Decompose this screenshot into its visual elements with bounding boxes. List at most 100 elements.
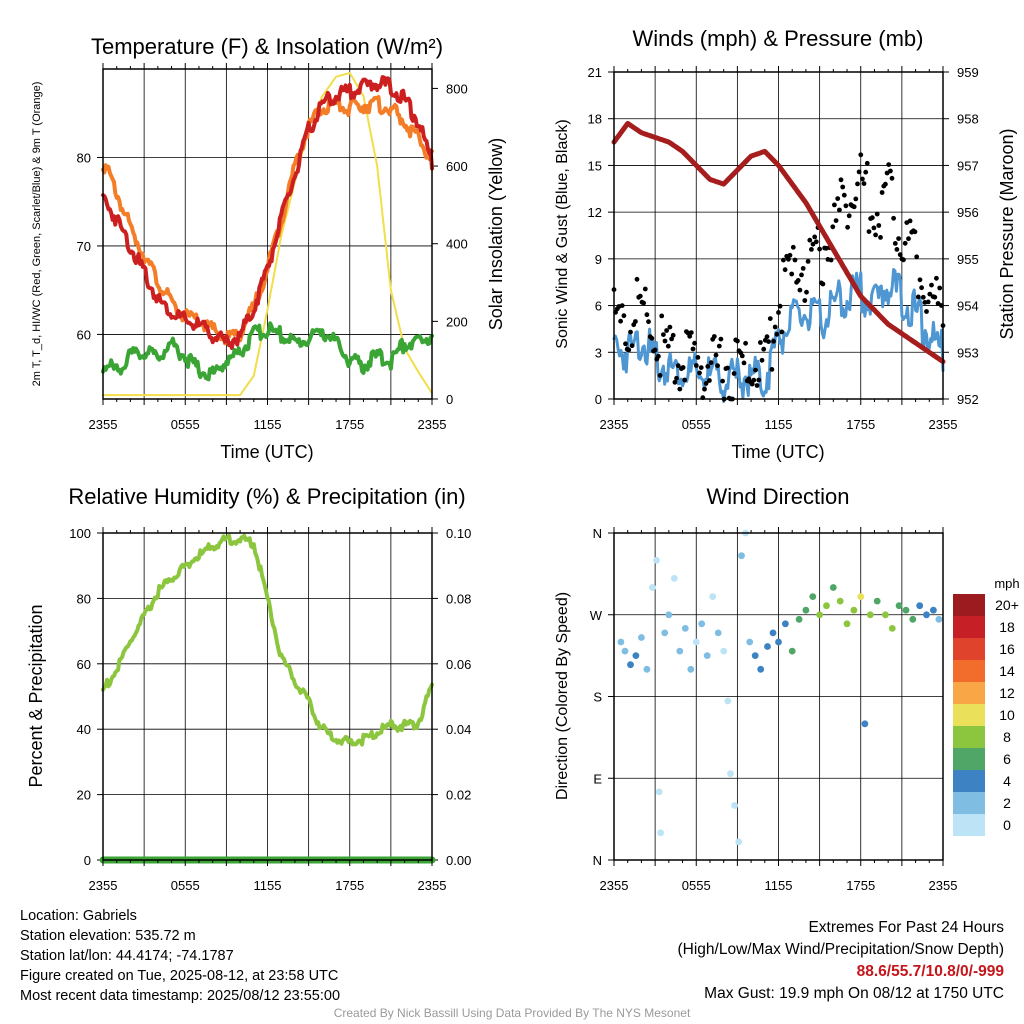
gust-point bbox=[800, 266, 806, 271]
direction-point bbox=[627, 661, 634, 669]
y-tick-label: 60 bbox=[77, 657, 91, 672]
direction-point bbox=[657, 829, 664, 837]
gust-point bbox=[670, 332, 676, 338]
gust-point bbox=[789, 271, 795, 277]
gust-point bbox=[661, 332, 666, 337]
recent-data-timestamp: Most recent data timestamp: 2025/08/12 2… bbox=[20, 988, 341, 1004]
direction-point bbox=[687, 665, 695, 673]
y-tick-label: 0 bbox=[84, 853, 91, 868]
series-line-relative_humidity bbox=[101, 533, 434, 747]
gust-point bbox=[774, 331, 780, 337]
station-latlon: Station lat/lon: 44.4174; -74.1787 bbox=[20, 948, 234, 964]
direction-point bbox=[661, 629, 669, 637]
gust-point bbox=[764, 334, 770, 340]
gust-point bbox=[869, 215, 875, 221]
y2-tick-label: 952 bbox=[957, 392, 979, 407]
gust-point bbox=[902, 240, 908, 246]
y2-tick-label: 958 bbox=[957, 112, 979, 127]
gust-point bbox=[749, 381, 755, 387]
y2-tick-label: 0.04 bbox=[446, 722, 471, 737]
y-tick-label: 80 bbox=[77, 591, 91, 606]
gust-point bbox=[781, 257, 786, 263]
gust-point bbox=[753, 367, 758, 373]
gust-point bbox=[688, 330, 694, 335]
gust-point bbox=[754, 383, 760, 388]
direction-point bbox=[916, 602, 924, 610]
gust-point bbox=[702, 386, 707, 392]
gust-point bbox=[674, 375, 679, 381]
series-line-dewpoint_2m bbox=[101, 321, 434, 382]
x-tick-label: 1755 bbox=[846, 878, 875, 893]
gust-point bbox=[626, 347, 632, 353]
y-tick-label: 21 bbox=[588, 65, 602, 80]
gust-point bbox=[835, 196, 841, 202]
direction-point bbox=[809, 593, 817, 600]
extremes-subheading: (High/Low/Max Wind/Precipitation/Snow De… bbox=[677, 941, 1005, 958]
gust-point bbox=[758, 340, 763, 345]
y2-tick-label: 0.06 bbox=[446, 657, 471, 672]
colorbar-label: 16 bbox=[999, 641, 1015, 657]
gust-point bbox=[782, 267, 788, 273]
gust-point bbox=[853, 196, 859, 202]
gust-point bbox=[756, 377, 762, 383]
y2-tick-label: 953 bbox=[957, 345, 979, 360]
gust-point bbox=[843, 203, 849, 209]
direction-point bbox=[617, 638, 625, 646]
panel4-ylabel: Direction (Colored By Speed) bbox=[554, 592, 571, 800]
gust-point bbox=[864, 160, 870, 166]
y-tick-label: N bbox=[593, 853, 602, 868]
gust-point bbox=[812, 234, 818, 240]
colorbar-label: 10 bbox=[999, 707, 1015, 723]
gust-point bbox=[656, 353, 661, 359]
gust-point bbox=[771, 338, 776, 344]
series-line-temp_2m bbox=[101, 75, 434, 350]
gust-point bbox=[672, 379, 678, 385]
gust-point bbox=[690, 346, 696, 352]
colorbar-swatch bbox=[953, 638, 985, 660]
gust-point bbox=[860, 176, 865, 182]
gust-point bbox=[927, 291, 933, 297]
direction-point bbox=[681, 625, 689, 632]
gust-point bbox=[838, 177, 844, 183]
colorbar-swatch bbox=[953, 814, 985, 836]
gust-point bbox=[888, 168, 893, 174]
y2-tick-label: 957 bbox=[957, 158, 979, 173]
colorbar-label: 8 bbox=[1003, 729, 1011, 745]
colorbar-swatch bbox=[953, 616, 985, 638]
direction-point bbox=[727, 770, 734, 778]
direction-point bbox=[764, 643, 771, 650]
y2-tick-label: 959 bbox=[957, 65, 979, 80]
gust-point bbox=[779, 329, 785, 335]
direction-point bbox=[670, 575, 678, 582]
gust-point bbox=[804, 289, 809, 295]
gust-point bbox=[662, 338, 668, 344]
gust-point bbox=[866, 229, 872, 235]
gust-point bbox=[680, 365, 686, 370]
y2-tick-label: 600 bbox=[446, 159, 468, 174]
direction-point bbox=[698, 620, 706, 628]
x-tick-label: 1755 bbox=[846, 417, 875, 432]
y-tick-label: 80 bbox=[77, 150, 91, 165]
y-tick-label: 9 bbox=[595, 252, 602, 267]
gust-point bbox=[807, 237, 813, 243]
gust-point bbox=[707, 378, 712, 383]
gust-point bbox=[682, 377, 688, 383]
gust-point bbox=[856, 169, 862, 175]
x-tick-label: 0555 bbox=[171, 878, 200, 893]
gust-point bbox=[652, 347, 658, 353]
y-tick-label: 6 bbox=[595, 299, 602, 314]
y-tick-label: 0 bbox=[595, 392, 602, 407]
direction-point bbox=[714, 629, 722, 637]
gust-point bbox=[855, 181, 860, 187]
gust-point bbox=[644, 312, 650, 318]
direction-point bbox=[843, 620, 851, 628]
gust-point bbox=[698, 365, 704, 370]
gust-point bbox=[883, 181, 888, 187]
gust-point bbox=[772, 324, 778, 330]
gust-point bbox=[667, 324, 673, 330]
gust-point bbox=[914, 254, 920, 260]
direction-point bbox=[888, 625, 896, 632]
gust-point bbox=[873, 232, 878, 238]
gust-point bbox=[718, 336, 724, 342]
colorbar-swatch bbox=[953, 594, 985, 616]
